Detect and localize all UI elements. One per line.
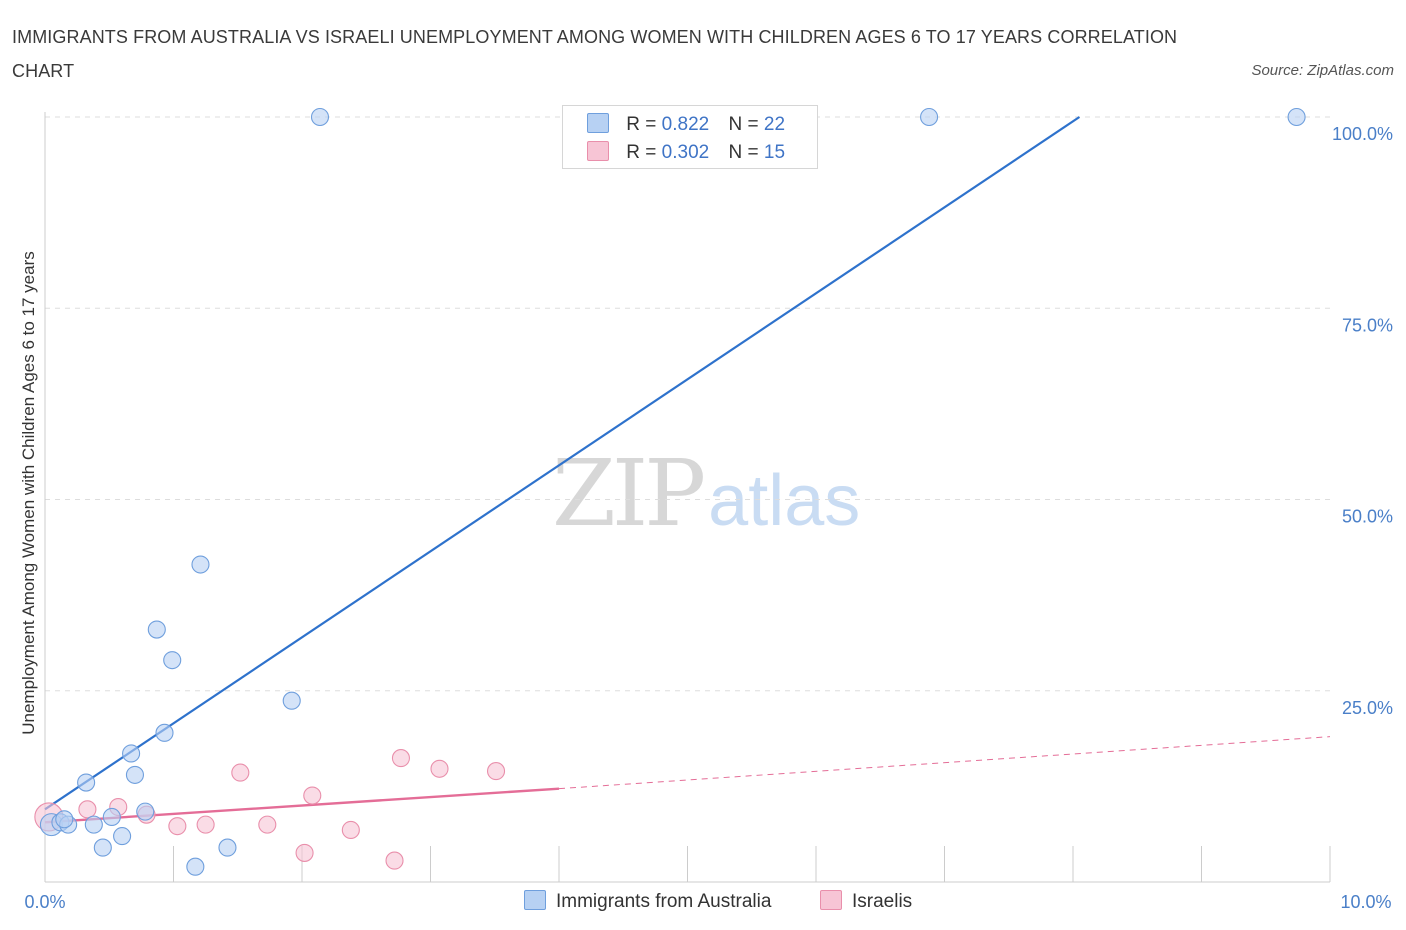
point-israelis [231, 763, 250, 782]
watermark-atlas: atlas [708, 461, 861, 541]
legend-n-value: 22 [763, 114, 786, 135]
legend-row-israelis: R = 0.302 N = 15 [587, 141, 785, 167]
watermark-zip: ZIP [552, 440, 706, 547]
legend-r-value: 0.822 [661, 114, 710, 135]
point-australia [113, 827, 132, 846]
point-australia [310, 107, 330, 127]
axes [44, 112, 1331, 883]
point-australia [282, 691, 301, 710]
source-label: Source: ZipAtlas.com [1251, 62, 1394, 79]
point-australia [163, 651, 182, 670]
x-tick-label: 0.0% [24, 892, 65, 912]
point-australia [125, 765, 144, 784]
legend-r-label: R = [626, 142, 657, 163]
point-israelis [196, 815, 215, 834]
point-australia [155, 723, 174, 742]
point-australia [186, 857, 205, 876]
point-australia [102, 807, 121, 827]
point-israelis [303, 786, 322, 805]
point-australia [1287, 107, 1306, 127]
point-israelis [486, 762, 506, 781]
watermark: ZIPatlas [552, 440, 860, 547]
point-israelis [385, 851, 404, 870]
legend-n-label: N = [728, 114, 759, 135]
point-australia [84, 815, 103, 834]
legend-r-label: R = [626, 114, 657, 135]
point-israelis [168, 817, 187, 836]
point-australia [77, 773, 96, 792]
y-tick-label: 100.0% [1332, 124, 1393, 144]
point-australia [147, 620, 166, 639]
trend-line-israelis-extension [558, 736, 1331, 790]
point-australia [920, 107, 939, 127]
tick-labels: 25.0% 50.0% 75.0% 100.0% 0.0% 10.0% [24, 124, 1393, 912]
y-axis-title: Unemployment Among Women with Children A… [19, 251, 38, 735]
data-points [34, 107, 1306, 876]
y-tick-label: 75.0% [1342, 315, 1393, 335]
point-israelis [295, 843, 314, 862]
grid-lines [45, 116, 1330, 692]
bottom-legend-swatch-israelis [820, 890, 842, 910]
bottom-legend-swatch-australia [524, 890, 546, 910]
point-australia [191, 555, 210, 574]
legend-n-value: 15 [763, 142, 786, 163]
bottom-legend-label-israelis: Israelis [852, 891, 913, 912]
trend-line-israelis [44, 787, 560, 824]
bottom-legend-label-australia: Immigrants from Australia [556, 891, 772, 912]
correlation-legend: R = 0.822 N = 22 R = 0.302 N = 15 [562, 105, 818, 169]
legend-swatch-israelis [587, 141, 609, 161]
x-tick-label: 10.0% [1340, 892, 1391, 912]
bottom-legend-australia: Immigrants from Australia [524, 890, 771, 913]
trend-lines [44, 116, 1331, 824]
legend-n-label: N = [728, 142, 759, 163]
y-tick-label: 50.0% [1342, 507, 1393, 527]
bottom-legend-israelis: Israelis [820, 890, 912, 913]
point-australia [136, 802, 155, 821]
point-australia [93, 838, 112, 857]
point-australia [218, 838, 237, 857]
point-australia [55, 810, 74, 829]
point-israelis [430, 759, 449, 778]
y-tick-label: 25.0% [1342, 698, 1393, 718]
point-israelis [341, 820, 360, 840]
point-israelis [258, 815, 277, 834]
legend-row-australia: R = 0.822 N = 22 [587, 113, 785, 139]
trend-line-australia [44, 116, 1081, 811]
legend-r-value: 0.302 [661, 142, 710, 163]
point-australia [122, 744, 141, 763]
chart-title: IMMIGRANTS FROM AUSTRALIA VS ISRAELI UNE… [12, 27, 1178, 81]
legend-swatch-australia [587, 113, 609, 133]
point-israelis [391, 749, 410, 768]
point-israelis [78, 800, 97, 819]
